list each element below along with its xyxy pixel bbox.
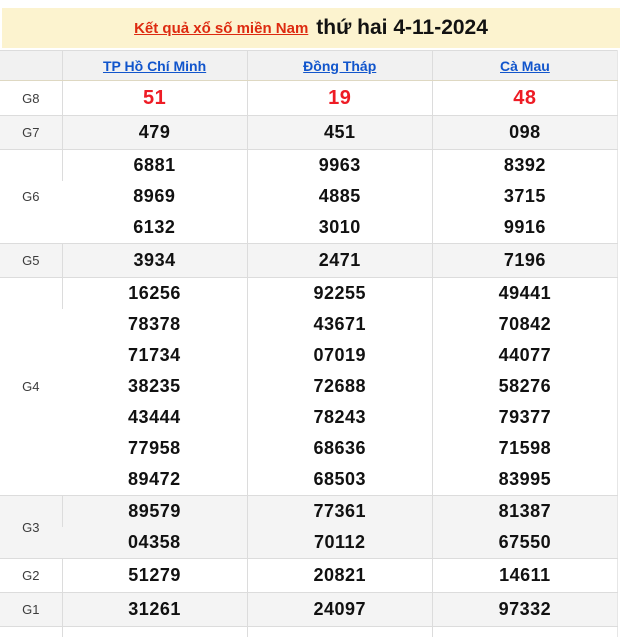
result-value: 51279 xyxy=(61,558,248,593)
prize-row-g4: 89472 68503 83995 xyxy=(0,464,618,496)
result-value: 78378 xyxy=(128,314,181,334)
result-value: 70842 xyxy=(431,309,618,340)
result-value: 9916 xyxy=(431,212,618,244)
draw-date: thứ hai 4-11-2024 xyxy=(316,16,488,39)
result-value: 7196 xyxy=(431,243,618,278)
result-value: 16256 xyxy=(61,277,248,309)
results-table: TP Hồ Chí Minh Đồng Tháp Cà Mau G8 51 19 48… xyxy=(0,50,618,637)
column-header-tphcm: TP Hồ Chí Minh xyxy=(61,50,248,81)
prize-label: G8 xyxy=(0,80,62,116)
result-value: 20821 xyxy=(246,558,433,593)
prize-row-g6: G6 6881 9963 8392 xyxy=(0,149,618,244)
prize-row-g2: G2 51279 20821 14611 xyxy=(0,558,618,593)
result-value: 79377 xyxy=(431,402,618,433)
prize-row-đb: ĐB066832533584506409 xyxy=(0,626,618,637)
result-value: 533584 xyxy=(246,626,433,637)
result-value: 6881 xyxy=(61,149,248,181)
result-value: 24097 xyxy=(246,592,433,627)
result-value: 81387 xyxy=(431,495,618,527)
prize-label: G3 xyxy=(0,495,62,559)
result-value: 2471 xyxy=(246,243,433,278)
column-header-camau: Cà Mau xyxy=(431,50,618,81)
result-value: 506409 xyxy=(431,626,618,637)
result-value: 14611 xyxy=(431,558,618,593)
prize-label: G2 xyxy=(0,558,62,593)
prize-row-g7: G7 479 451 098 xyxy=(0,115,618,150)
result-value: 89472 xyxy=(128,469,181,489)
province-link-dongthap[interactable]: Đồng Tháp xyxy=(303,57,377,74)
result-value: 43444 xyxy=(128,407,181,427)
result-value: 098 xyxy=(431,115,618,150)
result-value: 51 xyxy=(61,80,248,116)
result-value: 04358 xyxy=(128,532,181,552)
result-value: 77361 xyxy=(246,495,433,527)
result-value: 70112 xyxy=(246,527,433,559)
result-value: 3715 xyxy=(431,181,618,212)
prize-row-g4: 71734 07019 44077 xyxy=(0,340,618,371)
result-value: 19 xyxy=(246,80,433,116)
prize-row-g4: 78378 43671 70842 xyxy=(0,309,618,340)
result-value: 71598 xyxy=(431,433,618,464)
corner-cell xyxy=(0,50,62,81)
prize-row-g6: 6132 3010 9916 xyxy=(0,212,618,244)
province-link-tphcm[interactable]: TP Hồ Chí Minh xyxy=(102,57,207,74)
result-value: 4885 xyxy=(246,181,433,212)
prize-label: G4 xyxy=(0,277,62,496)
result-value: 6132 xyxy=(133,217,176,237)
prize-label: G5 xyxy=(0,243,62,278)
result-value: 48 xyxy=(431,80,618,116)
result-value: 78243 xyxy=(246,402,433,433)
result-value: 97332 xyxy=(431,592,618,627)
result-value: 83995 xyxy=(431,464,618,496)
result-value: 07019 xyxy=(246,340,433,371)
result-value: 77958 xyxy=(128,438,181,458)
result-value: 92255 xyxy=(246,277,433,309)
result-value: 479 xyxy=(61,115,248,150)
result-value: 43671 xyxy=(246,309,433,340)
result-value: 68503 xyxy=(246,464,433,496)
prize-row-g4: 43444 78243 79377 xyxy=(0,402,618,433)
prize-row-g3: G3 89579 77361 81387 xyxy=(0,495,618,559)
result-value: 49441 xyxy=(431,277,618,309)
result-value: 44077 xyxy=(431,340,618,371)
result-value: 31261 xyxy=(61,592,248,627)
prize-row-g5: G5 3934 2471 7196 xyxy=(0,243,618,278)
result-value: 8969 xyxy=(133,186,176,206)
prize-row-g4: G4 16256 92255 49441 xyxy=(0,277,618,496)
result-value: 8392 xyxy=(431,149,618,181)
prize-row-g6: 8969 4885 3715 xyxy=(0,181,618,212)
lottery-title-link[interactable]: Kết quả xổ số miền Nam xyxy=(134,19,309,37)
result-value: 066832 xyxy=(61,626,248,637)
result-value: 68636 xyxy=(246,433,433,464)
result-value: 89579 xyxy=(61,495,248,527)
result-value: 3010 xyxy=(246,212,433,244)
prize-row-g3: 04358 70112 67550 xyxy=(0,527,618,559)
prize-row-g4: 38235 72688 58276 xyxy=(0,371,618,402)
prize-row-g4: 77958 68636 71598 xyxy=(0,433,618,464)
prize-label: G7 xyxy=(0,115,62,150)
province-link-camau[interactable]: Cà Mau xyxy=(500,57,550,74)
column-header-dongthap: Đồng Tháp xyxy=(246,50,433,81)
result-value: 72688 xyxy=(246,371,433,402)
prize-label: G6 xyxy=(0,149,62,244)
prize-row-g8: G8 51 19 48 xyxy=(0,80,618,116)
column-header-row: TP Hồ Chí Minh Đồng Tháp Cà Mau xyxy=(0,50,618,81)
page-banner: Kết quả xổ số miền Nam thứ hai 4-11-2024 xyxy=(2,8,620,48)
result-value: 9963 xyxy=(246,149,433,181)
prize-row-g1: G1 31261 24097 97332 xyxy=(0,592,618,627)
prize-label: G1 xyxy=(0,592,62,627)
prize-label: ĐB xyxy=(0,626,62,637)
result-value: 38235 xyxy=(128,376,181,396)
result-value: 67550 xyxy=(431,527,618,559)
result-value: 3934 xyxy=(61,243,248,278)
result-value: 58276 xyxy=(431,371,618,402)
result-value: 451 xyxy=(246,115,433,150)
result-value: 71734 xyxy=(128,345,181,365)
